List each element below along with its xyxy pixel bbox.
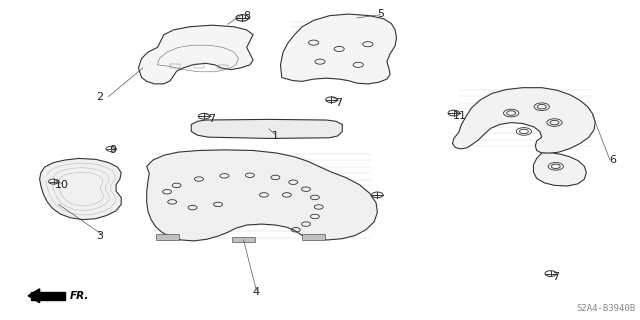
Text: S2A4-B3940B: S2A4-B3940B — [576, 304, 636, 313]
Text: 7: 7 — [208, 114, 215, 124]
Polygon shape — [147, 150, 378, 241]
Bar — [232, 237, 255, 243]
Text: FR.: FR. — [70, 291, 89, 301]
Text: 8: 8 — [243, 11, 250, 21]
Text: 6: 6 — [610, 155, 616, 165]
Bar — [302, 234, 325, 240]
Polygon shape — [452, 88, 595, 154]
Text: 7: 7 — [552, 272, 559, 282]
Polygon shape — [138, 25, 253, 84]
Bar — [218, 65, 228, 69]
Bar — [170, 64, 180, 68]
Text: 10: 10 — [55, 180, 69, 190]
Polygon shape — [534, 153, 586, 186]
Text: 9: 9 — [109, 146, 116, 156]
Polygon shape — [28, 289, 40, 303]
Polygon shape — [191, 119, 342, 139]
Polygon shape — [40, 158, 121, 220]
Text: 1: 1 — [272, 131, 279, 141]
Text: 7: 7 — [335, 98, 342, 108]
Text: 4: 4 — [253, 287, 260, 297]
Bar — [156, 234, 179, 240]
Text: 3: 3 — [97, 231, 104, 241]
Text: 2: 2 — [97, 92, 104, 101]
Text: 11: 11 — [453, 111, 467, 121]
Polygon shape — [280, 14, 396, 84]
Text: 5: 5 — [377, 9, 384, 19]
Bar — [194, 64, 204, 68]
Polygon shape — [31, 292, 65, 300]
